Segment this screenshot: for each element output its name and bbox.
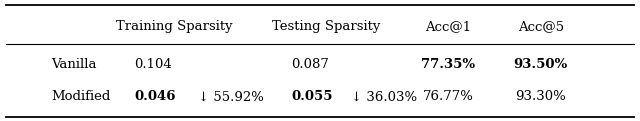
Text: Testing Sparsity: Testing Sparsity (272, 20, 381, 33)
Text: Vanilla: Vanilla (51, 58, 97, 71)
Text: ↓ 36.03%: ↓ 36.03% (351, 90, 417, 103)
Text: 77.35%: 77.35% (421, 58, 475, 71)
Text: 93.30%: 93.30% (515, 90, 566, 103)
Text: 0.046: 0.046 (134, 90, 176, 103)
Text: 0.055: 0.055 (291, 90, 333, 103)
Text: Acc@1: Acc@1 (425, 20, 471, 33)
Text: 76.77%: 76.77% (422, 90, 474, 103)
Text: Acc@5: Acc@5 (518, 20, 564, 33)
Text: Modified: Modified (51, 90, 111, 103)
Text: 0.087: 0.087 (291, 58, 329, 71)
Text: Training Sparsity: Training Sparsity (116, 20, 232, 33)
Text: 93.50%: 93.50% (514, 58, 568, 71)
Text: 0.104: 0.104 (134, 58, 172, 71)
Text: ↓ 55.92%: ↓ 55.92% (198, 90, 264, 103)
